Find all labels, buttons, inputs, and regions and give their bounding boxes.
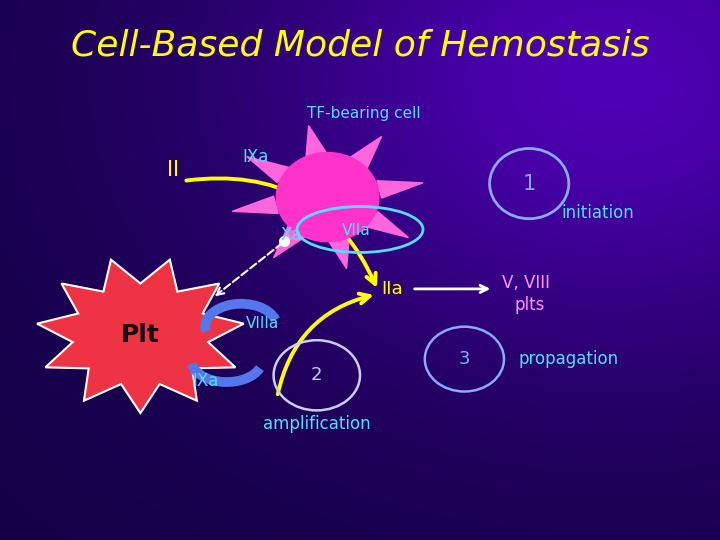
Text: VIIIa: VIIIa [246, 316, 279, 332]
Text: V, VIII: V, VIII [502, 274, 549, 293]
Text: Cell-Based Model of Hemostasis: Cell-Based Model of Hemostasis [71, 29, 649, 63]
Polygon shape [37, 260, 244, 413]
Text: II: II [167, 160, 179, 180]
Text: Xa: Xa [281, 226, 302, 244]
Polygon shape [347, 137, 382, 169]
Polygon shape [233, 196, 278, 213]
Text: propagation: propagation [518, 350, 619, 368]
Text: 2: 2 [311, 366, 323, 384]
Text: IXa: IXa [243, 147, 269, 166]
Text: IXa: IXa [192, 372, 218, 390]
Polygon shape [274, 225, 308, 258]
Ellipse shape [276, 152, 379, 242]
Text: Plt: Plt [121, 323, 160, 347]
Polygon shape [247, 157, 290, 183]
Text: amplification: amplification [263, 415, 371, 433]
Text: plts: plts [514, 296, 544, 314]
Text: IIa: IIa [382, 280, 403, 298]
Polygon shape [365, 212, 408, 238]
Text: initiation: initiation [561, 204, 634, 222]
Text: 3: 3 [459, 350, 470, 368]
Polygon shape [306, 126, 329, 160]
Polygon shape [377, 181, 423, 198]
Polygon shape [326, 234, 349, 268]
Text: 1: 1 [523, 173, 536, 194]
Text: VIIa: VIIa [342, 222, 371, 238]
Text: TF-bearing cell: TF-bearing cell [307, 106, 420, 121]
